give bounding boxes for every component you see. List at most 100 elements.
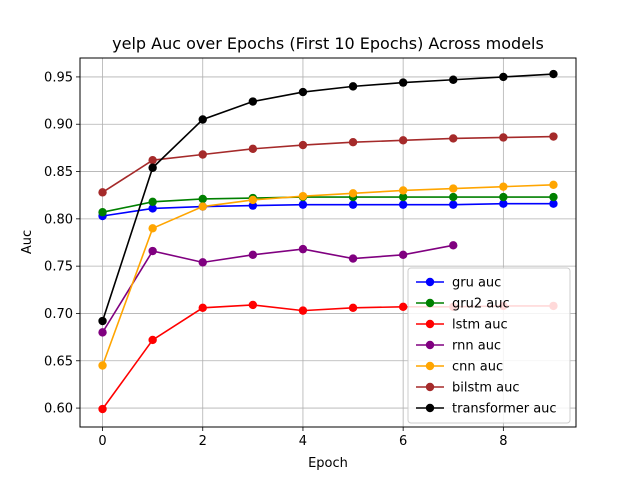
data-point — [248, 300, 258, 310]
series-rnn-auc — [98, 241, 458, 337]
data-point — [248, 97, 258, 106]
data-point — [398, 78, 408, 87]
data-point — [499, 192, 508, 202]
legend-label: gru auc — [452, 276, 501, 291]
data-point — [549, 199, 558, 208]
data-point — [449, 75, 458, 84]
series-layer — [98, 69, 558, 414]
data-point — [549, 132, 558, 141]
data-point — [148, 246, 157, 256]
data-point — [298, 244, 308, 254]
data-point — [398, 302, 408, 312]
series-line-gru2-auc — [102, 196, 554, 214]
chart-title: yelp Auc over Epochs (First 10 Epochs) A… — [112, 34, 544, 53]
y-tick-label: 0.90 — [44, 118, 73, 133]
data-point — [98, 328, 107, 337]
x-tick-label: 4 — [299, 434, 307, 449]
series-bilstm-auc — [98, 132, 558, 197]
data-point — [348, 82, 358, 91]
data-point — [348, 303, 358, 312]
data-point — [348, 189, 358, 198]
data-point — [398, 200, 408, 209]
y-tick-label: 0.75 — [44, 260, 73, 275]
legend-label: bilstm auc — [452, 381, 520, 396]
y-tick-label: 0.65 — [44, 354, 73, 369]
x-tick-label: 6 — [399, 434, 407, 449]
legend-label: transformer auc — [452, 402, 557, 417]
data-point — [198, 202, 207, 211]
legend-marker — [425, 361, 435, 371]
legend-marker — [425, 298, 435, 308]
legend-label: rnn auc — [452, 339, 501, 354]
legend-marker — [425, 340, 435, 350]
data-point — [449, 184, 458, 193]
data-point — [449, 200, 458, 209]
legend-marker — [425, 277, 435, 287]
data-point — [499, 133, 508, 142]
legend-marker — [425, 382, 435, 392]
data-point — [198, 115, 207, 124]
data-point — [298, 191, 308, 201]
data-point — [198, 258, 207, 267]
legend-entry: cnn auc — [416, 360, 503, 375]
x-tick-label: 0 — [98, 434, 106, 449]
legend-label: cnn auc — [452, 360, 503, 375]
y-tick-label: 0.85 — [44, 165, 73, 180]
data-point — [298, 200, 308, 209]
series-cnn-auc — [98, 180, 558, 370]
data-point — [198, 303, 207, 312]
data-point — [98, 404, 107, 414]
legend-frame — [407, 267, 571, 424]
x-axis-label: Epoch — [308, 456, 348, 471]
data-point — [298, 306, 308, 315]
data-point — [549, 69, 558, 79]
legend-entry: bilstm auc — [416, 381, 520, 396]
data-point — [148, 163, 157, 172]
data-point — [198, 150, 207, 159]
data-point — [398, 192, 408, 202]
data-point — [348, 200, 358, 209]
y-tick-label: 0.95 — [44, 70, 73, 85]
data-point — [499, 72, 508, 82]
data-point — [148, 197, 157, 207]
legend-label: lstm auc — [452, 318, 508, 333]
axis-ticks: 0 2 4 6 8 0.60 0.65 0.70 0.75 0.80 0.85 0.90 0.95 — [44, 70, 507, 449]
data-point — [398, 250, 408, 259]
data-point — [98, 361, 107, 370]
data-point — [98, 316, 107, 326]
data-point — [398, 136, 408, 145]
data-point — [148, 155, 157, 165]
x-tick-label: 2 — [199, 434, 207, 449]
data-point — [549, 180, 558, 189]
legend-entry: gru2 auc — [416, 297, 510, 312]
data-point — [348, 138, 358, 147]
x-tick-label: 8 — [499, 434, 507, 449]
data-point — [449, 241, 458, 250]
y-axis-label: Auc — [20, 230, 35, 254]
legend-marker — [425, 403, 435, 413]
data-point — [348, 254, 358, 263]
data-point — [248, 195, 258, 205]
series-line-cnn-auc — [101, 183, 554, 366]
legend-entry: transformer auc — [416, 402, 557, 417]
data-point — [298, 87, 308, 97]
data-point — [148, 224, 157, 233]
series-line-transformer-auc — [101, 73, 554, 322]
legend: gru auc gru2 auc lstm auc rnn auc cnn auc bil… — [407, 267, 571, 424]
data-point — [148, 335, 157, 345]
plot-frame — [79, 57, 577, 428]
legend-label: gru2 auc — [452, 297, 510, 312]
legend-entry: lstm auc — [416, 318, 508, 333]
data-point — [98, 188, 107, 197]
data-point — [499, 199, 508, 208]
legend-entry: gru auc — [416, 276, 501, 291]
y-tick-label: 0.80 — [44, 212, 73, 227]
data-point — [148, 204, 157, 213]
y-tick-label: 0.60 — [44, 402, 73, 417]
series-line-bilstm-auc — [102, 135, 554, 194]
grid-lines — [80, 58, 576, 427]
data-point — [298, 140, 308, 150]
series-transformer-auc — [98, 69, 558, 326]
data-point — [549, 192, 558, 202]
